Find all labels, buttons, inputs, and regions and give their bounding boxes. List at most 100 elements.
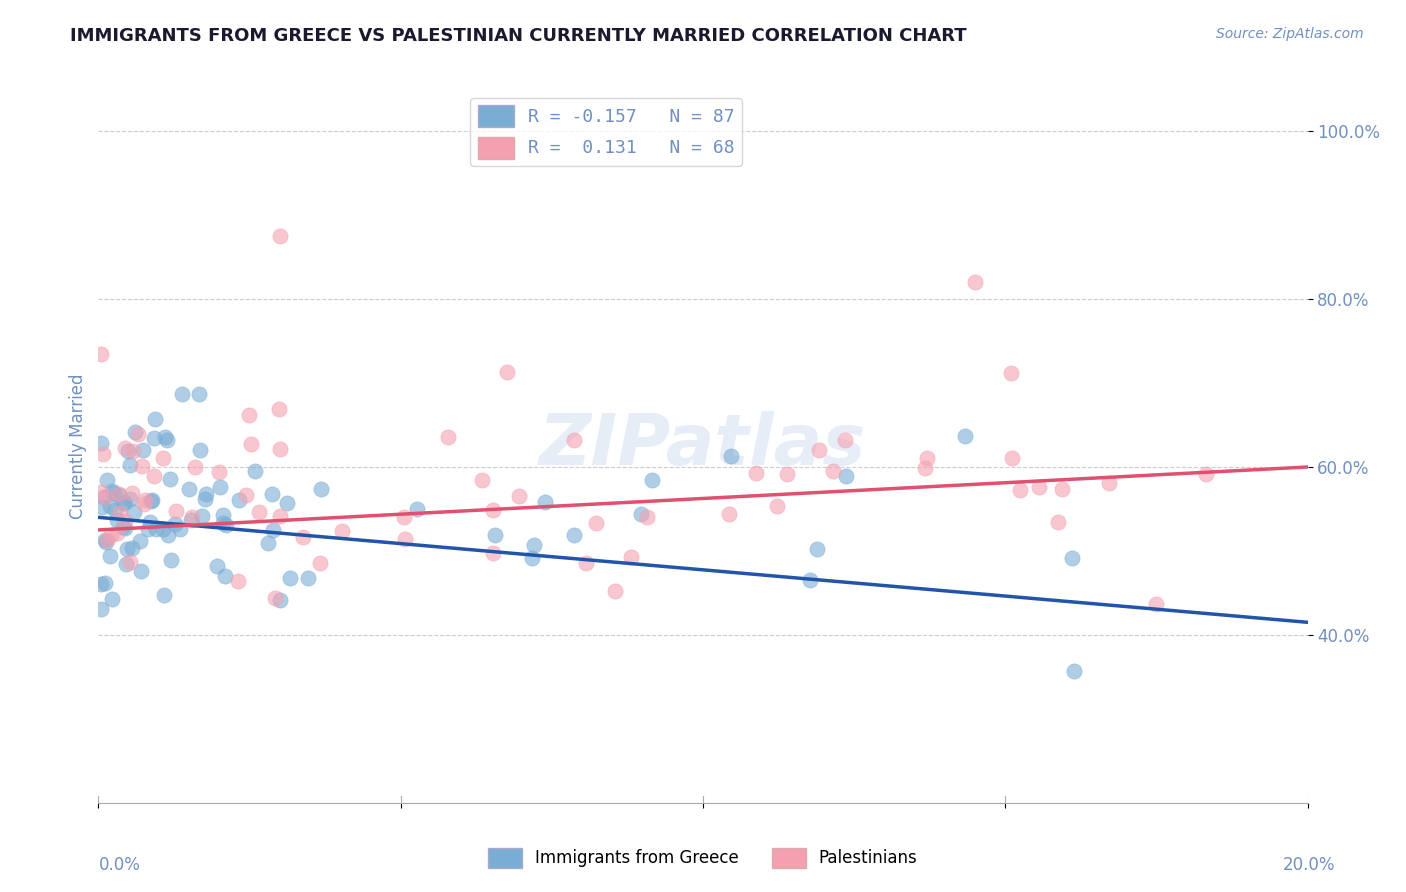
Point — [187, 387, 209, 401]
Point — [105, 513, 128, 527]
Point — [522, 538, 544, 552]
Point — [112, 496, 135, 510]
Legend: R = -0.157   N = 87, R =  0.131   N = 68: R = -0.157 N = 87, R = 0.131 N = 68 — [471, 98, 742, 166]
Point — [292, 530, 315, 544]
Point — [94, 490, 117, 504]
Point — [90, 436, 112, 450]
Point — [718, 507, 741, 521]
Point — [180, 513, 202, 527]
Point — [115, 541, 138, 556]
Point — [91, 447, 114, 461]
Point — [132, 497, 155, 511]
Point — [226, 574, 249, 588]
Point — [806, 542, 828, 557]
Point — [585, 516, 607, 530]
Point — [533, 494, 555, 508]
Point — [118, 555, 141, 569]
Point — [108, 506, 131, 520]
Point — [508, 489, 530, 503]
Point — [112, 520, 135, 534]
Point — [128, 533, 150, 548]
Point — [153, 430, 176, 444]
Point — [1050, 482, 1073, 496]
Point — [471, 473, 494, 487]
Point — [120, 458, 142, 472]
Point — [172, 387, 194, 401]
Point — [1098, 476, 1121, 491]
Point — [122, 505, 145, 519]
Point — [212, 516, 235, 530]
Point — [169, 522, 191, 536]
Point — [139, 516, 162, 530]
Point — [630, 507, 652, 521]
Point — [641, 473, 664, 487]
Point — [807, 443, 830, 458]
Point — [138, 523, 160, 537]
Point — [145, 522, 167, 536]
Point — [799, 573, 821, 587]
Point — [636, 510, 658, 524]
Point — [914, 461, 936, 475]
Point — [436, 430, 458, 444]
Point — [776, 467, 799, 481]
Point — [142, 431, 165, 445]
Point — [392, 510, 415, 524]
Point — [108, 487, 131, 501]
Point — [239, 437, 262, 451]
Text: Source: ZipAtlas.com: Source: ZipAtlas.com — [1216, 27, 1364, 41]
Point — [484, 527, 506, 541]
Point — [165, 504, 187, 518]
Point — [330, 524, 353, 539]
Point — [101, 591, 124, 606]
Point — [215, 518, 238, 533]
Point — [953, 428, 976, 442]
Point — [620, 550, 643, 565]
Point — [269, 229, 291, 244]
Point — [766, 499, 789, 513]
Point — [156, 433, 179, 447]
Point — [152, 522, 174, 536]
Point — [90, 485, 112, 500]
Point — [134, 493, 156, 508]
Point — [263, 591, 285, 605]
Point — [114, 441, 136, 455]
Point — [157, 527, 180, 541]
Legend: Immigrants from Greece, Palestinians: Immigrants from Greece, Palestinians — [482, 841, 924, 875]
Point — [309, 482, 332, 496]
Point — [562, 528, 585, 542]
Point — [406, 501, 429, 516]
Point — [1001, 451, 1024, 466]
Y-axis label: Currently Married: Currently Married — [69, 373, 87, 519]
Point — [143, 412, 166, 426]
Point — [191, 508, 214, 523]
Point — [821, 464, 844, 478]
Point — [90, 601, 112, 615]
Text: ZIPatlas: ZIPatlas — [540, 411, 866, 481]
Point — [115, 557, 138, 571]
Point — [835, 469, 858, 483]
Point — [103, 503, 125, 517]
Point — [159, 472, 181, 486]
Point — [260, 487, 283, 501]
Point — [90, 577, 112, 591]
Point — [94, 535, 117, 549]
Point — [562, 434, 585, 448]
Point — [205, 558, 228, 573]
Text: 0.0%: 0.0% — [98, 856, 141, 874]
Point — [114, 521, 136, 535]
Point — [247, 505, 270, 519]
Point — [194, 492, 217, 507]
Point — [269, 401, 291, 416]
Point — [90, 347, 112, 361]
Point — [482, 502, 505, 516]
Point — [496, 365, 519, 379]
Point — [208, 480, 231, 494]
Point — [122, 443, 145, 458]
Point — [276, 496, 298, 510]
Point — [1046, 515, 1069, 529]
Text: IMMIGRANTS FROM GREECE VS PALESTINIAN CURRENTLY MARRIED CORRELATION CHART: IMMIGRANTS FROM GREECE VS PALESTINIAN CU… — [70, 27, 967, 45]
Point — [256, 536, 278, 550]
Point — [141, 492, 163, 507]
Point — [163, 516, 186, 531]
Point — [195, 486, 218, 500]
